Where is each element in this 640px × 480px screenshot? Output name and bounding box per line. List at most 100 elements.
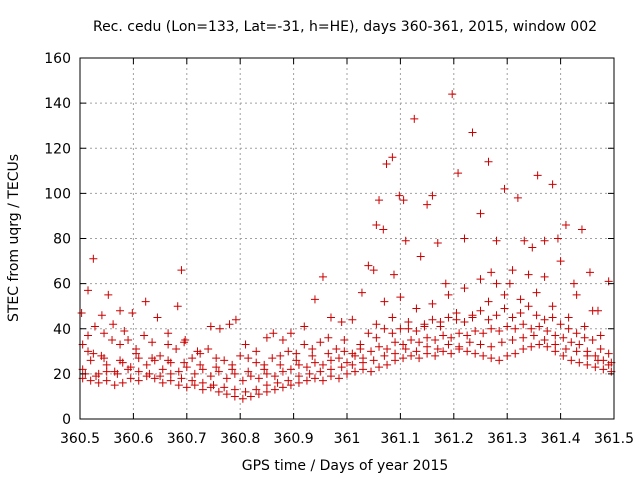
data-point [380, 297, 389, 306]
data-point [423, 349, 432, 358]
data-point [540, 236, 549, 245]
data-point [246, 372, 255, 381]
data-point [428, 299, 437, 308]
data-point [487, 324, 496, 333]
data-point [428, 315, 437, 324]
data-point [254, 374, 263, 383]
x-tick-label: 360.6 [113, 431, 153, 447]
data-point [460, 234, 469, 243]
data-point [230, 369, 239, 378]
data-point [120, 327, 129, 336]
data-point [254, 390, 263, 399]
data-point [551, 331, 560, 340]
data-point [351, 351, 360, 360]
data-point [102, 367, 111, 376]
data-point [126, 374, 135, 383]
data-point [577, 225, 586, 234]
grid [80, 58, 614, 419]
data-point [399, 340, 408, 349]
data-point [367, 367, 376, 376]
data-point [533, 171, 542, 180]
data-point [316, 367, 325, 376]
data-point [286, 381, 295, 390]
data-point [596, 345, 605, 354]
data-point [177, 266, 186, 275]
data-point [364, 329, 373, 338]
data-point [375, 196, 384, 205]
data-point [532, 311, 541, 320]
data-point [391, 349, 400, 358]
data-point [524, 302, 533, 311]
data-point [556, 257, 565, 266]
data-point [423, 200, 432, 209]
data-point [148, 354, 157, 363]
y-tick-label: 80 [53, 232, 71, 248]
data-point [318, 272, 327, 281]
data-point [527, 342, 536, 351]
data-point [532, 288, 541, 297]
data-point [286, 329, 295, 338]
data-point [548, 313, 557, 322]
data-point [527, 324, 536, 333]
data-point [340, 347, 349, 356]
data-point [519, 345, 528, 354]
data-point [84, 347, 93, 356]
data-point [463, 347, 472, 356]
data-point [156, 372, 165, 381]
data-point [100, 354, 109, 363]
data-point [556, 320, 565, 329]
y-tick-label: 160 [44, 51, 71, 67]
data-point [343, 358, 351, 367]
data-point [142, 360, 151, 369]
data-point [182, 383, 191, 392]
data-point [300, 340, 309, 349]
data-point [535, 340, 544, 349]
data-point [359, 365, 368, 374]
data-point [372, 333, 381, 342]
data-point [516, 295, 525, 304]
data-point [399, 354, 408, 363]
data-point [401, 236, 410, 245]
data-point [391, 338, 400, 347]
data-point [535, 322, 544, 331]
data-point [416, 252, 425, 261]
data-point [308, 351, 317, 360]
data-point [108, 336, 117, 345]
data-point [348, 360, 357, 369]
data-point [156, 351, 165, 360]
data-point [468, 313, 477, 322]
data-point [310, 374, 319, 383]
data-point [222, 390, 231, 399]
data-point [308, 345, 317, 354]
x-tick-label: 361.3 [487, 431, 527, 447]
data-point [337, 363, 346, 372]
data-point [340, 336, 349, 345]
data-point [97, 311, 106, 320]
data-point [326, 313, 335, 322]
data-point [604, 360, 613, 369]
data-point [118, 378, 127, 387]
data-point [343, 369, 351, 378]
data-point [575, 358, 584, 367]
y-tick-label: 20 [53, 367, 71, 383]
x-tick-label: 360.9 [274, 431, 314, 447]
data-point [100, 329, 109, 338]
y-tick-label: 100 [44, 186, 71, 202]
data-point [92, 372, 101, 381]
data-point [284, 347, 293, 356]
data-point [134, 367, 143, 376]
data-point [564, 324, 573, 333]
data-point [302, 363, 311, 372]
data-point [484, 297, 493, 306]
data-point [441, 279, 450, 288]
data-point [423, 342, 432, 351]
chart-title: Rec. cedu (Lon=133, Lat=-31, h=HE), days… [93, 19, 597, 35]
data-point [383, 345, 392, 354]
data-point [278, 367, 287, 376]
data-point [487, 342, 496, 351]
data-point [278, 383, 287, 392]
data-point [447, 349, 456, 358]
data-point [503, 351, 512, 360]
data-point [465, 338, 474, 347]
